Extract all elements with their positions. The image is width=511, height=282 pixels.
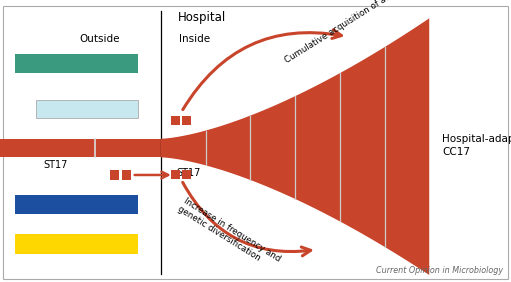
Polygon shape xyxy=(161,18,429,275)
Bar xyxy=(15,234,138,254)
Bar xyxy=(171,170,180,179)
Bar xyxy=(182,116,191,125)
Text: ST17: ST17 xyxy=(176,168,201,178)
Text: Increase in frequency and
genetic diversification: Increase in frequency and genetic divers… xyxy=(176,196,282,272)
Text: Hospital: Hospital xyxy=(178,11,226,24)
Text: Outside: Outside xyxy=(80,34,120,44)
Text: ST17: ST17 xyxy=(43,160,68,170)
Bar xyxy=(182,170,191,179)
Bar xyxy=(171,116,180,125)
Bar xyxy=(36,100,138,118)
Bar xyxy=(15,195,138,214)
Text: Inside: Inside xyxy=(179,34,210,44)
Bar xyxy=(0,139,161,157)
Text: Hospital-adapted
CC17: Hospital-adapted CC17 xyxy=(442,134,511,157)
Bar xyxy=(122,170,131,180)
Text: Current Opinion in Microbiology: Current Opinion in Microbiology xyxy=(376,266,503,275)
Bar xyxy=(15,54,138,73)
Text: Cumulative acquisition of adaptive elements: Cumulative acquisition of adaptive eleme… xyxy=(284,0,452,65)
Bar xyxy=(110,170,119,180)
